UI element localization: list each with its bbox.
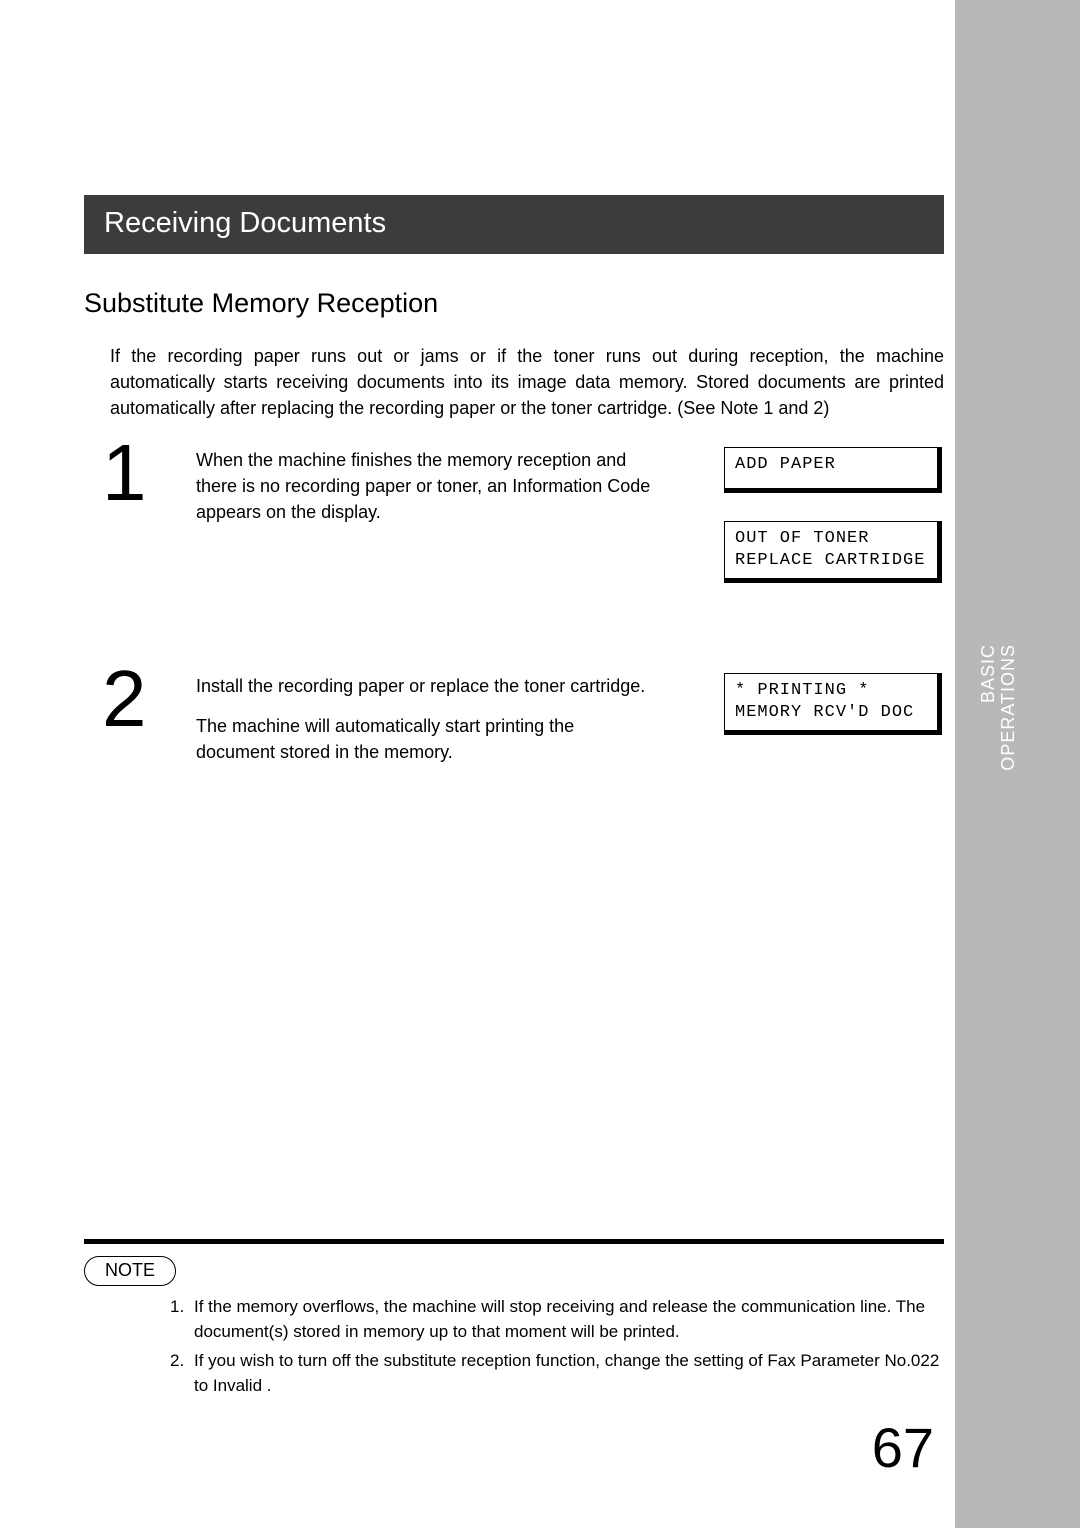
step-paragraph: When the machine finishes the memory rec… <box>196 447 652 525</box>
page: BASIC OPERATIONS Receiving Documents Sub… <box>0 0 1080 1528</box>
intro-paragraph: If the recording paper runs out or jams … <box>110 343 944 421</box>
content-area: Receiving Documents Substitute Memory Re… <box>84 195 944 813</box>
note-divider <box>84 1239 944 1244</box>
section-title: Receiving Documents <box>104 207 386 239</box>
note-number: 2. <box>170 1348 194 1398</box>
step-text: Install the recording paper or replace t… <box>196 673 652 779</box>
section-title-bar: Receiving Documents <box>84 195 944 254</box>
note-text: If the memory overflows, the machine wil… <box>194 1294 944 1344</box>
note-text: If you wish to turn off the substitute r… <box>194 1348 944 1398</box>
step-number: 2 <box>102 659 147 739</box>
note-number: 1. <box>170 1294 194 1344</box>
lcd-display: * PRINTING * MEMORY RCV'D DOC <box>724 673 942 735</box>
lcd-display: OUT OF TONER REPLACE CARTRIDGE <box>724 521 942 583</box>
step-2: 2 Install the recording paper or replace… <box>84 673 944 813</box>
step-text: When the machine finishes the memory rec… <box>196 447 652 539</box>
step-1: 1 When the machine finishes the memory r… <box>84 447 944 647</box>
step-paragraph: Install the recording paper or replace t… <box>196 673 652 699</box>
page-number: 67 <box>872 1415 934 1480</box>
step-paragraph: The machine will automatically start pri… <box>196 713 652 765</box>
note-item: 2. If you wish to turn off the substitut… <box>170 1348 944 1398</box>
lcd-display: ADD PAPER <box>724 447 942 493</box>
step-number: 1 <box>102 433 147 513</box>
note-item: 1. If the memory overflows, the machine … <box>170 1294 944 1344</box>
note-label: NOTE <box>84 1256 176 1286</box>
sidebar-label-line1: BASIC <box>978 644 998 703</box>
sidebar-label-line2: OPERATIONS <box>998 644 1018 771</box>
note-list: 1. If the memory overflows, the machine … <box>170 1294 944 1402</box>
subheading: Substitute Memory Reception <box>84 288 944 319</box>
